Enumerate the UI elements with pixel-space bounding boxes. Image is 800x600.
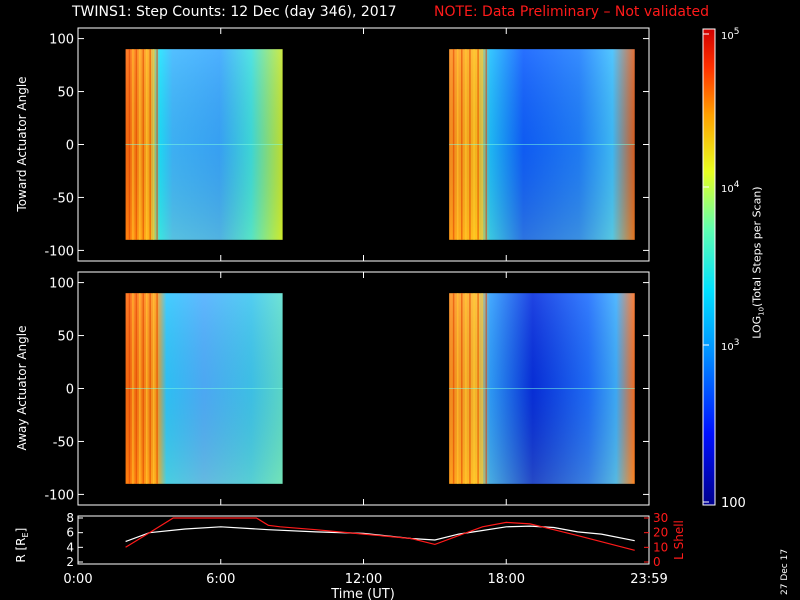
date-stamp: 27 Dec 17	[780, 548, 790, 595]
x-tick-label: 23:59	[630, 572, 667, 587]
r-ylabel: R [RE]	[14, 519, 30, 571]
lshell-ytick-label: 20	[653, 526, 668, 540]
plot-title: TWINS1: Step Counts: 12 Dec (day 346), 2…	[72, 4, 397, 20]
colorbar-label-sub: 10	[757, 306, 766, 316]
toward-ytick-label: -50	[53, 191, 74, 206]
toward-ytick-label: 100	[49, 33, 74, 48]
colorbar-label-pre: LOG	[750, 315, 764, 339]
lshell-series-line	[125, 517, 635, 551]
away-ytick-label: 0	[66, 383, 74, 398]
colorbar-tick-exp: 5	[734, 27, 740, 37]
heatmap-layer	[125, 49, 635, 484]
colorbar	[702, 28, 716, 506]
colorbar-tick-exp: 3	[734, 338, 740, 348]
r-series-line	[125, 525, 635, 543]
toward-ytick-label: -100	[44, 244, 74, 259]
r-ytick-label: 4	[66, 540, 74, 554]
colorbar-tick-label: 100	[721, 496, 746, 511]
away-ytick-label: 100	[49, 277, 74, 292]
r-ylabel-close: ]	[13, 527, 28, 533]
lshell-ytick-label: 30	[653, 511, 668, 525]
preliminary-note: NOTE: Data Preliminary – Not validated	[434, 4, 709, 20]
x-tick-label: 0:00	[63, 572, 92, 587]
x-tick-label: 18:00	[488, 572, 525, 587]
colorbar-label-post: (Total Steps per Scan)	[750, 186, 764, 307]
ticks-layer: 100 50 0 -50 -100 100 50 0 -50 -100	[44, 28, 650, 505]
x-tick-label: 6:00	[206, 572, 235, 587]
away-ytick-label: 50	[57, 330, 74, 345]
r-ytick-label: 2	[66, 555, 74, 569]
r-ytick-label: 6	[66, 526, 74, 540]
r-ylabel-text: R [R	[13, 537, 28, 563]
title-bar: TWINS1: Step Counts: 12 Dec (day 346), 2…	[0, 2, 800, 22]
x-tick-label: 12:00	[345, 572, 382, 587]
lshell-ytick-label: 0	[653, 555, 661, 569]
x-axis-title: Time (UT)	[330, 587, 395, 600]
toward-ytick-label: 0	[66, 139, 74, 154]
colorbar-tick-label: 105	[721, 27, 739, 42]
colorbar-tick-label: 104	[721, 180, 740, 195]
lshell-ytick-label: 10	[653, 540, 668, 554]
colorbar-label: LOG10(Total Steps per Scan)	[750, 163, 765, 363]
colorbar-tick-exp: 4	[734, 180, 740, 190]
toward-ytick-label: 50	[57, 86, 74, 101]
bottom-ylabel: Away Actuator Angle	[15, 325, 29, 451]
lshell-ylabel: L Shell	[672, 520, 686, 560]
away-ytick-label: -100	[44, 488, 74, 503]
r-ytick-label: 8	[66, 511, 74, 525]
away-ytick-label: -50	[53, 435, 74, 450]
r-ylabel-sub: E	[21, 532, 31, 538]
colorbar-tick-label: 103	[721, 338, 739, 353]
top-ylabel: Toward Actuator Angle	[15, 76, 29, 212]
